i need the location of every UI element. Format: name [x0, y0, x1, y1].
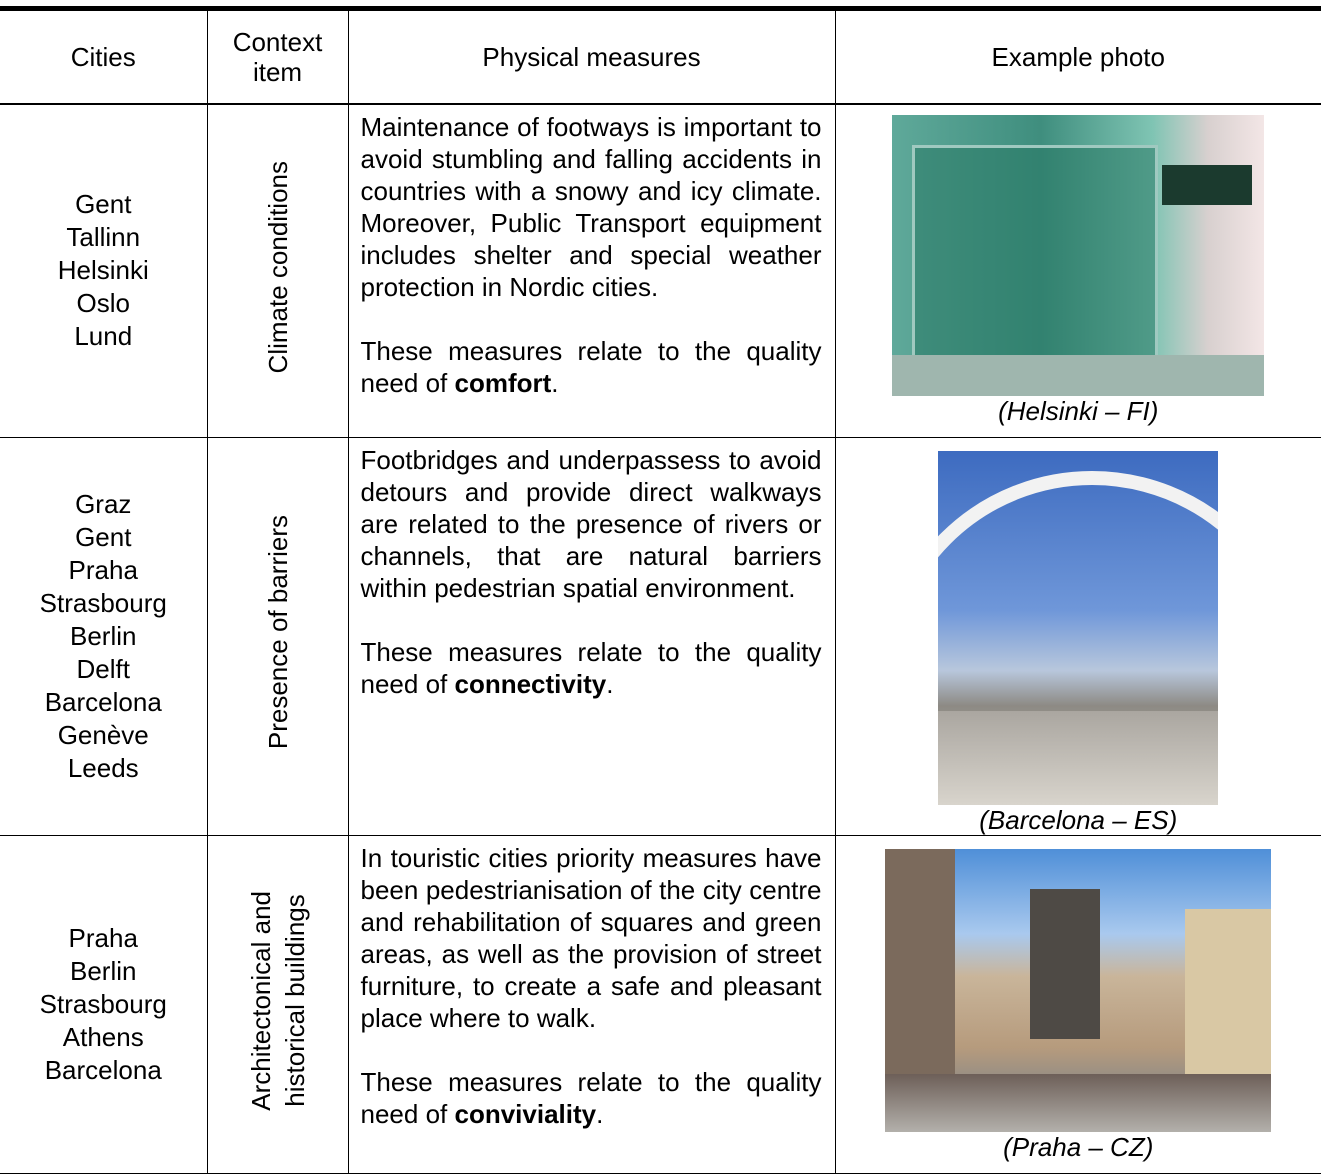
note-text: These measures relate to the quality nee…: [360, 336, 822, 398]
note-text: These measures relate to the quality nee…: [360, 1066, 822, 1129]
city: Berlin: [70, 955, 137, 986]
photo-detail: [938, 710, 1219, 805]
note-end: .: [551, 368, 559, 398]
context-text: Presence of barriers: [261, 515, 295, 749]
quality-need: connectivity: [454, 668, 607, 699]
context-line: Architectonical and: [245, 890, 276, 1111]
measures-cell: Maintenance of footways is important to …: [347, 103, 836, 438]
context-text: Architectonical and historical buildings: [244, 891, 312, 1111]
photo-detail: [885, 1073, 1272, 1132]
photo-detail: [892, 355, 1265, 396]
city: Barcelona: [44, 1054, 162, 1085]
measures-table: Cities Context item Physical measures Ex…: [0, 6, 1321, 1174]
city: Praha: [68, 554, 138, 585]
city: Genève: [57, 719, 149, 750]
photo-detail: [1162, 165, 1253, 205]
city: Gent: [75, 521, 132, 552]
quality-note: These measures relate to the quality nee…: [361, 335, 822, 399]
city: Oslo: [76, 288, 130, 319]
city: Athens: [62, 1021, 144, 1052]
city: Leeds: [67, 752, 139, 783]
row: Graz Gent Praha Strasbourg Berlin Delft Barcel…: [0, 436, 1321, 836]
context-cell: Presence of barriers: [206, 436, 349, 836]
photo-detail: [1030, 888, 1101, 1039]
row: Gent Tallinn Helsinki Oslo Lund Climate cond…: [0, 103, 1321, 438]
photo-caption: (Helsinki – FI): [998, 396, 1159, 426]
photo: [885, 848, 1272, 1132]
cities-cell: Praha Berlin Strasbourg Athens Barcelona: [0, 834, 208, 1174]
city: Strasbourg: [39, 988, 167, 1019]
header-cell: Example photo: [834, 6, 1321, 105]
photo-cell: (Barcelona – ES): [834, 436, 1321, 836]
context-cell: Climate conditions: [206, 103, 349, 438]
quality-need: comfort: [454, 368, 552, 398]
city: Helsinki: [57, 255, 149, 286]
measure-paragraph: Footbridges and underpassess to avoid de…: [360, 444, 822, 603]
quality-note: These measures relate to the quality nee…: [361, 1066, 822, 1130]
context-cell: Architectonical and historical buildings: [206, 834, 349, 1174]
photo-cell: (Praha – CZ): [834, 834, 1321, 1174]
measure-paragraph: In touristic cities priority measures ha…: [360, 842, 822, 1033]
context-text: Climate conditions: [261, 161, 295, 373]
photo: [938, 450, 1219, 805]
header-cell: Physical measures: [347, 6, 836, 105]
header-cell: Cities: [0, 6, 208, 105]
note-text: These measures relate to the quality nee…: [360, 636, 822, 699]
city: Graz: [75, 488, 132, 519]
city: Lund: [74, 321, 133, 352]
city: Gent: [75, 189, 132, 220]
cities-cell: Graz Gent Praha Strasbourg Berlin Delft Barcel…: [0, 436, 208, 836]
header-row: Cities Context item Physical measures Ex…: [0, 6, 1321, 105]
photo: [892, 115, 1265, 396]
photo-detail: [912, 145, 1159, 361]
measures-cell: In touristic cities priority measures ha…: [347, 834, 836, 1174]
row: Praha Berlin Strasbourg Athens Barcelona Arc…: [0, 834, 1321, 1174]
header-cell: Context item: [206, 6, 349, 105]
context-line: historical buildings: [279, 894, 310, 1107]
note-end: .: [606, 668, 614, 699]
photo-caption: (Barcelona – ES): [979, 804, 1178, 835]
context-line: Climate conditions: [262, 161, 293, 374]
photo-detail: [1185, 908, 1272, 1079]
context-line: Presence of barriers: [262, 515, 293, 750]
city: Strasbourg: [39, 587, 167, 618]
quality-need: conviviality: [454, 1098, 597, 1129]
measure-paragraph: Maintenance of footways is important to …: [360, 112, 822, 302]
cities-cell: Gent Tallinn Helsinki Oslo Lund: [0, 103, 208, 438]
city: Berlin: [70, 620, 137, 651]
city: Barcelona: [44, 686, 162, 717]
photo-caption: (Praha – CZ): [1003, 1131, 1154, 1162]
quality-note: These measures relate to the quality nee…: [361, 636, 822, 700]
note-end: .: [596, 1098, 604, 1129]
city: Delft: [76, 653, 130, 684]
photo-cell: (Helsinki – FI): [834, 103, 1321, 438]
city: Tallinn: [66, 222, 141, 253]
measures-cell: Footbridges and underpassess to avoid de…: [347, 436, 836, 836]
city: Praha: [68, 922, 138, 953]
photo-detail: [885, 848, 956, 1079]
